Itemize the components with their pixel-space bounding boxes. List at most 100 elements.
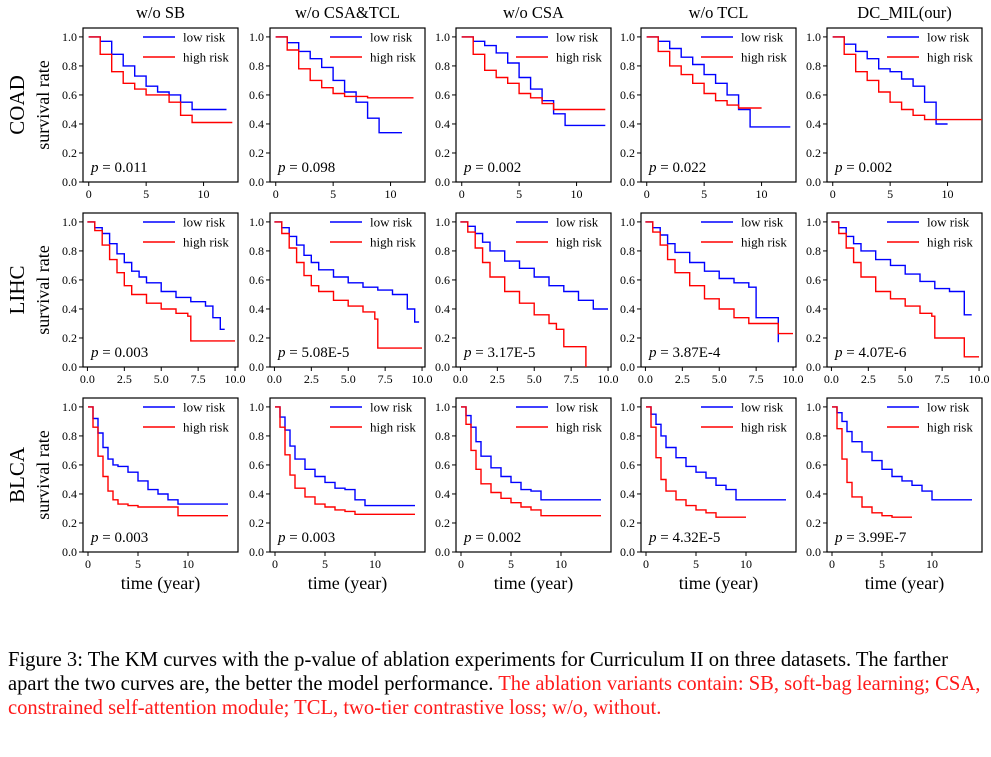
plot-frame	[455, 212, 612, 368]
legend-label: high risk	[556, 420, 602, 435]
low-risk-curve	[88, 36, 227, 111]
y-tick-label: 0.6	[435, 273, 450, 287]
plot-frame	[82, 397, 239, 553]
high-risk-curve	[461, 36, 606, 111]
column-title: w/o CSA	[503, 3, 564, 22]
column-title: DC_MIL(our)	[857, 3, 951, 22]
low-risk-curve	[88, 406, 228, 505]
y-tick-label: 0.6	[249, 273, 264, 287]
p-value-annotation: p = 5.08E-5	[277, 345, 349, 361]
y-tick-label: 1.0	[62, 400, 77, 414]
x-tick-label: 5	[135, 557, 141, 571]
y-tick-label: 0.2	[620, 146, 635, 160]
plot-frame	[455, 397, 612, 553]
x-tick-label: 0	[86, 187, 92, 201]
legend-label: high risk	[183, 235, 229, 250]
x-tick-label: 7.5	[378, 372, 393, 386]
km-panel: 0.0 0.2 0.4 0.6 0.8 1.0 0 5 10 low risk high risk p…	[249, 27, 426, 201]
y-tick-label: 0.6	[620, 88, 635, 102]
y-tick-label: 0.0	[62, 545, 77, 559]
km-panel: 0.0 0.2 0.4 0.6 0.8 1.0 0.0 2.5 5.0 7.5 10.0 low ri…	[62, 212, 246, 386]
x-tick-label: 0	[829, 557, 835, 571]
p-value-annotation: p = 0.098	[277, 160, 335, 176]
y-tick-label: 0.2	[620, 516, 635, 530]
x-axis-label: time (year)	[308, 573, 387, 594]
low-risk-curve	[832, 36, 948, 125]
x-tick-label: 7.5	[749, 372, 764, 386]
x-tick-label: 10	[942, 187, 954, 201]
y-tick-label: 0.8	[249, 429, 264, 443]
y-tick-label: 1.0	[806, 30, 821, 44]
low-risk-curve	[87, 221, 225, 330]
high-risk-curve	[461, 406, 601, 517]
y-tick-label: 0.0	[620, 175, 635, 189]
legend-label: low risk	[741, 400, 784, 415]
x-axis-label: time (year)	[494, 573, 573, 594]
y-tick-label: 0.6	[62, 273, 77, 287]
low-risk-curve	[832, 406, 972, 501]
y-tick-label: 0.4	[435, 487, 450, 501]
x-tick-label: 0	[272, 557, 278, 571]
legend-label: high risk	[927, 235, 973, 250]
y-tick-label: 0.4	[806, 117, 821, 131]
x-tick-label: 5.0	[527, 372, 542, 386]
x-tick-label: 5	[887, 187, 893, 201]
legend-label: high risk	[556, 50, 602, 65]
high-risk-curve	[831, 221, 979, 358]
y-tick-label: 0.6	[806, 88, 821, 102]
y-tick-label: 1.0	[249, 400, 264, 414]
plot-frame	[82, 27, 239, 183]
x-tick-label: 10	[740, 557, 752, 571]
p-value-annotation: p = 0.002	[834, 160, 892, 176]
x-tick-label: 5.0	[154, 372, 169, 386]
x-tick-label: 5	[330, 187, 336, 201]
legend-label: high risk	[741, 235, 787, 250]
y-tick-label: 0.6	[435, 88, 450, 102]
y-tick-label: 0.8	[620, 244, 635, 258]
y-tick-label: 0.2	[620, 331, 635, 345]
legend-label: high risk	[741, 50, 787, 65]
y-tick-label: 0.0	[806, 175, 821, 189]
y-tick-label: 0.6	[620, 458, 635, 472]
x-tick-label: 2.5	[117, 372, 132, 386]
x-tick-label: 0	[273, 187, 279, 201]
y-tick-label: 0.0	[249, 360, 264, 374]
legend-label: low risk	[370, 215, 413, 230]
high-risk-curve	[645, 221, 793, 335]
low-risk-curve	[461, 406, 601, 501]
y-tick-label: 0.2	[435, 146, 450, 160]
y-tick-label: 0.8	[806, 429, 821, 443]
y-tick-label: 0.6	[249, 458, 264, 472]
legend-label: low risk	[556, 30, 599, 45]
legend-label: low risk	[927, 400, 970, 415]
x-tick-label: 5.0	[898, 372, 913, 386]
y-tick-label: 0.0	[249, 545, 264, 559]
km-panel: 0.0 0.2 0.4 0.6 0.8 1.0 0 5 10 low risk high risk p…	[620, 27, 797, 201]
row-dataset-label: LIHC	[5, 266, 29, 315]
y-tick-label: 0.4	[806, 302, 821, 316]
legend-label: high risk	[183, 420, 229, 435]
x-tick-label: 0.0	[453, 372, 468, 386]
x-axis-label: time (year)	[121, 573, 200, 594]
x-tick-label: 10.0	[225, 372, 246, 386]
plot-frame	[826, 27, 983, 183]
km-panel: 0.0 0.2 0.4 0.6 0.8 1.0 0 5 10 low risk high risk p…	[806, 27, 983, 201]
legend-label: low risk	[370, 400, 413, 415]
plot-frame	[640, 397, 797, 553]
km-panel: 0.0 0.2 0.4 0.6 0.8 1.0 0 5 10 low risk high risk p…	[249, 397, 426, 594]
y-tick-label: 1.0	[435, 400, 450, 414]
low-risk-curve	[461, 36, 606, 127]
km-panel: 0.0 0.2 0.4 0.6 0.8 1.0 0.0 2.5 5.0 7.5 10.0 low ri…	[620, 212, 804, 386]
y-tick-label: 1.0	[249, 215, 264, 229]
y-tick-label: 0.2	[62, 516, 77, 530]
p-value-annotation: p = 0.002	[463, 530, 521, 546]
x-tick-label: 2.5	[675, 372, 690, 386]
plot-frame	[269, 397, 426, 553]
y-tick-label: 0.8	[62, 59, 77, 73]
p-value-annotation: p = 0.022	[648, 160, 706, 176]
x-tick-label: 10	[571, 187, 583, 201]
y-tick-label: 0.6	[62, 458, 77, 472]
y-tick-label: 0.0	[249, 175, 264, 189]
x-tick-label: 5.0	[341, 372, 356, 386]
legend-label: high risk	[741, 420, 787, 435]
